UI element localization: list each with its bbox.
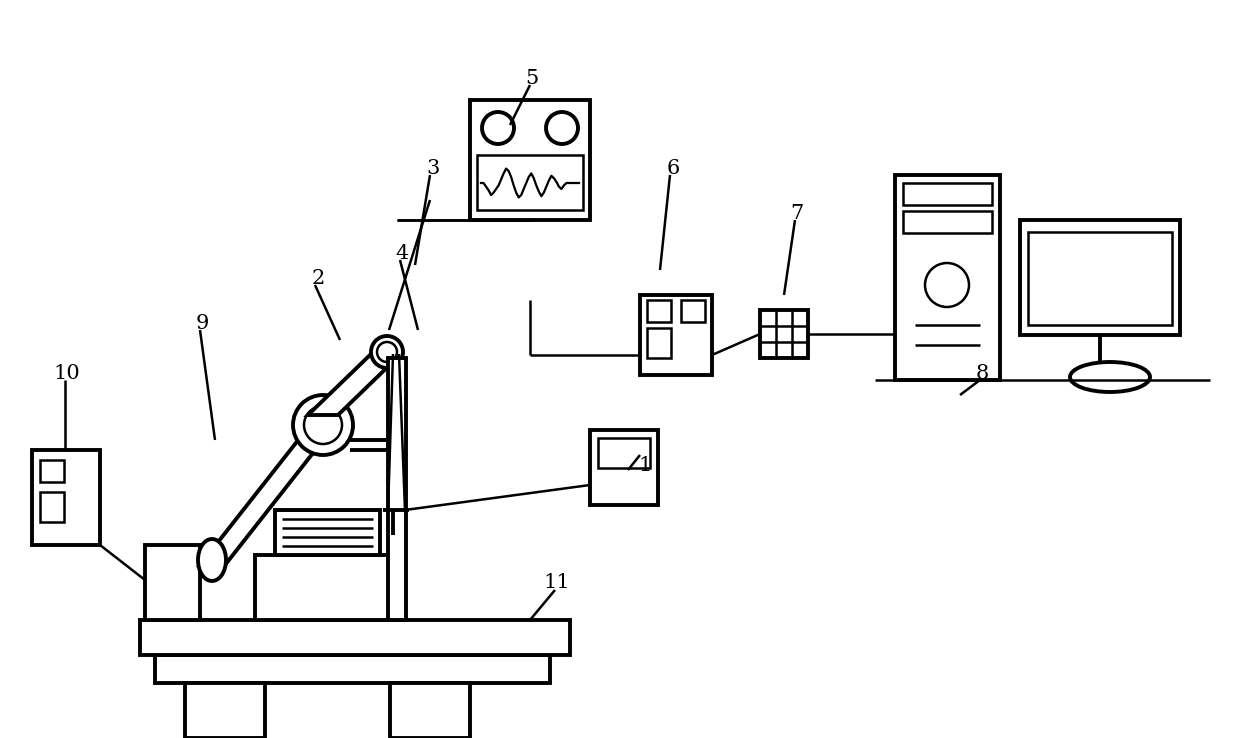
Circle shape xyxy=(371,336,403,368)
Text: 3: 3 xyxy=(427,159,440,178)
Bar xyxy=(903,183,992,205)
Bar xyxy=(895,175,999,380)
Ellipse shape xyxy=(198,539,226,581)
Bar xyxy=(391,683,470,738)
Circle shape xyxy=(304,406,342,444)
Circle shape xyxy=(925,263,968,307)
Bar xyxy=(647,300,671,322)
Bar xyxy=(590,430,658,505)
Bar xyxy=(40,492,64,522)
Bar xyxy=(903,211,992,233)
Text: 4: 4 xyxy=(396,244,409,263)
Bar xyxy=(255,555,401,620)
Bar xyxy=(1028,232,1172,325)
Bar xyxy=(145,545,200,620)
Circle shape xyxy=(377,342,397,362)
Text: 7: 7 xyxy=(790,204,804,222)
Circle shape xyxy=(546,112,578,144)
Circle shape xyxy=(293,395,353,455)
Bar xyxy=(140,620,570,655)
Text: 6: 6 xyxy=(666,159,680,178)
Bar xyxy=(760,310,808,358)
Circle shape xyxy=(482,112,515,144)
Bar xyxy=(32,450,100,545)
Bar xyxy=(681,300,706,322)
Bar xyxy=(598,438,650,468)
Bar xyxy=(1021,220,1180,335)
Text: 1: 1 xyxy=(639,455,652,475)
Text: 8: 8 xyxy=(976,364,988,382)
Bar xyxy=(155,655,551,683)
Polygon shape xyxy=(308,355,401,415)
Text: 9: 9 xyxy=(196,314,208,333)
Text: 2: 2 xyxy=(311,269,325,288)
Bar xyxy=(275,510,379,555)
Ellipse shape xyxy=(1070,362,1149,392)
Bar xyxy=(470,100,590,220)
Text: 5: 5 xyxy=(526,69,538,88)
Bar xyxy=(477,155,583,210)
Bar xyxy=(388,358,405,620)
Bar xyxy=(640,295,712,375)
Bar xyxy=(40,460,64,482)
Text: 10: 10 xyxy=(53,364,81,382)
Bar xyxy=(647,328,671,358)
Text: 11: 11 xyxy=(543,573,570,593)
Polygon shape xyxy=(200,425,335,565)
Bar xyxy=(185,683,265,738)
